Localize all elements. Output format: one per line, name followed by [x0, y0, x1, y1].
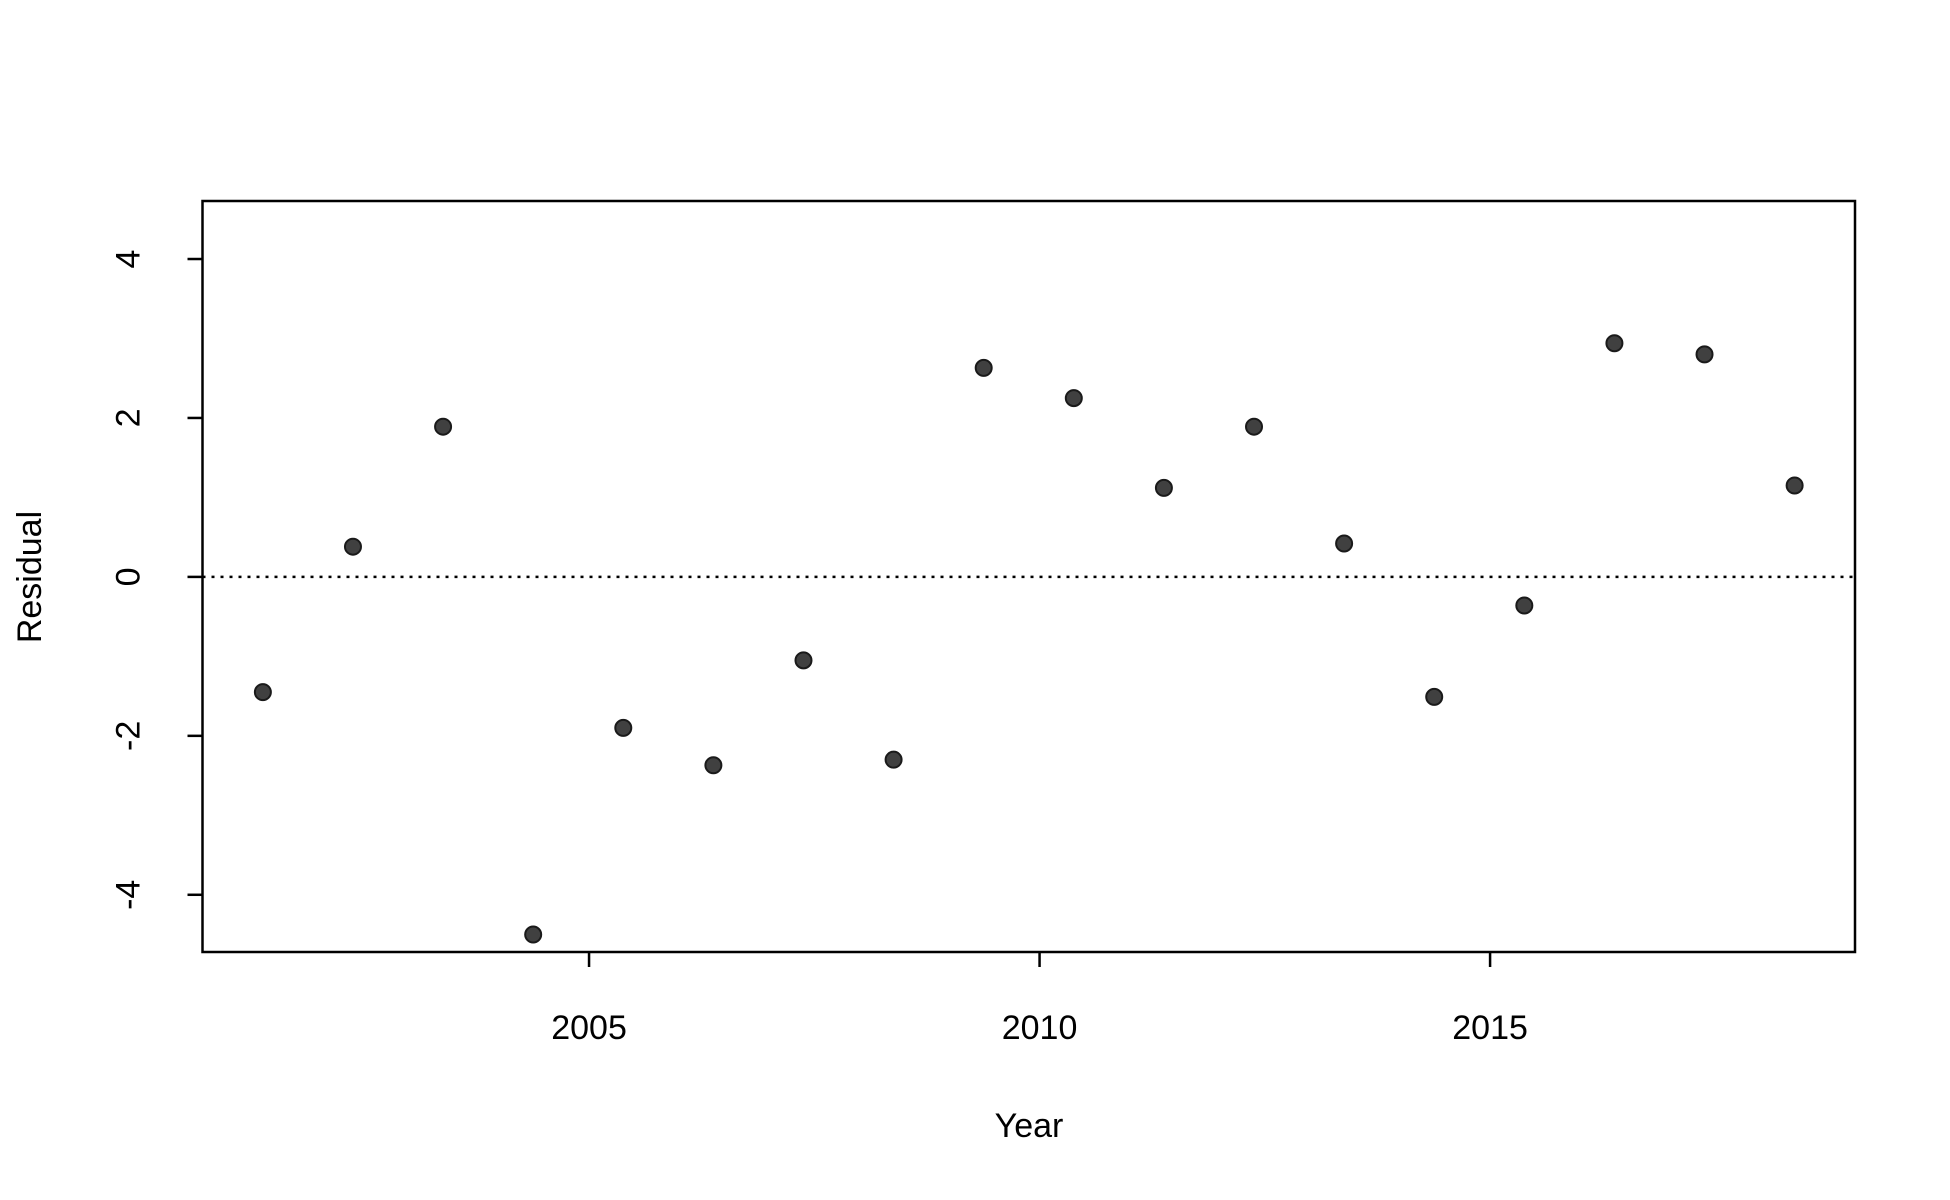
y-axis-label: Residual: [11, 511, 49, 643]
y-tick-label: -4: [109, 880, 147, 910]
point: [343, 537, 362, 556]
point: [1425, 687, 1444, 706]
y-tick-label: -2: [109, 721, 147, 751]
point: [253, 683, 272, 702]
point: [1064, 389, 1083, 408]
x-tick-label: 2010: [1002, 1009, 1078, 1047]
y-tick-label: 2: [109, 408, 147, 427]
x-tick-label: 2005: [551, 1009, 627, 1047]
point: [524, 925, 543, 944]
point: [1154, 478, 1173, 497]
point: [974, 358, 993, 377]
x-axis-label: Year: [995, 1107, 1064, 1145]
point: [1695, 345, 1714, 364]
point: [704, 756, 723, 775]
point: [1785, 476, 1804, 495]
point: [614, 718, 633, 737]
y-tick-label: 0: [109, 567, 147, 586]
point: [1335, 534, 1354, 553]
point: [794, 651, 813, 670]
point: [1605, 334, 1624, 353]
point: [1245, 417, 1264, 436]
point: [1515, 596, 1534, 615]
point: [884, 750, 903, 769]
y-tick-label: 4: [109, 250, 147, 269]
x-tick-label: 2015: [1452, 1009, 1528, 1047]
point: [434, 417, 453, 436]
